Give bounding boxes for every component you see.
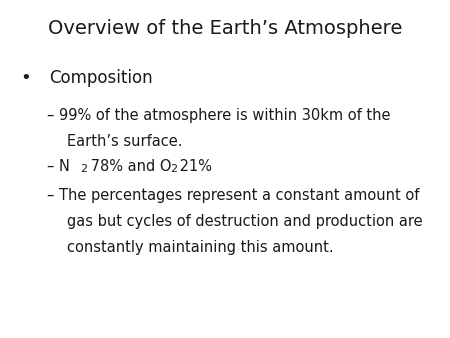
- Text: 2: 2: [170, 164, 177, 174]
- Text: 78% and O: 78% and O: [86, 159, 171, 174]
- Text: – 99% of the atmosphere is within 30km of the: – 99% of the atmosphere is within 30km o…: [47, 108, 391, 123]
- Text: 2: 2: [80, 164, 87, 174]
- Text: – The percentages represent a constant amount of: – The percentages represent a constant a…: [47, 188, 419, 202]
- Text: Composition: Composition: [50, 69, 153, 87]
- Text: gas but cycles of destruction and production are: gas but cycles of destruction and produc…: [67, 214, 422, 228]
- Text: Earth’s surface.: Earth’s surface.: [67, 134, 182, 149]
- Text: Overview of the Earth’s Atmosphere: Overview of the Earth’s Atmosphere: [48, 19, 402, 38]
- Text: – N: – N: [47, 159, 70, 174]
- Text: 21%: 21%: [175, 159, 211, 174]
- Text: •: •: [20, 69, 31, 87]
- Text: constantly maintaining this amount.: constantly maintaining this amount.: [67, 240, 333, 255]
